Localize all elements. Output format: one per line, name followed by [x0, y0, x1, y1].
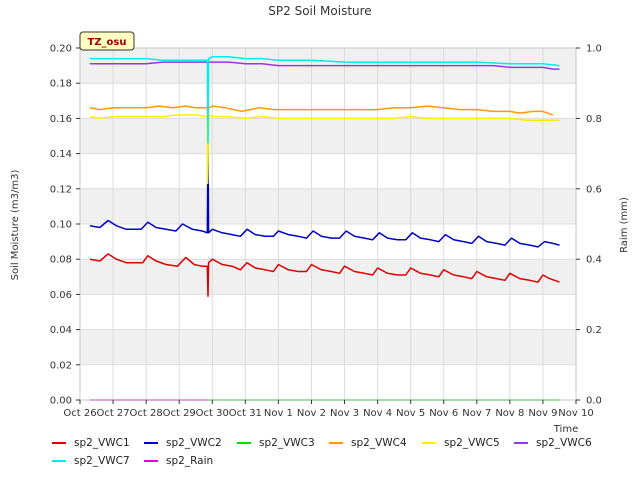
x-tick-label: Nov 3	[330, 408, 359, 419]
y-tick-label: 0.12	[50, 184, 72, 195]
x-tick-label: Nov 7	[462, 408, 491, 419]
legend-swatch	[514, 442, 528, 444]
legend-label: sp2_VWC5	[444, 437, 500, 449]
legend-item: sp2_VWC2	[144, 436, 222, 450]
legend-swatch	[144, 442, 158, 444]
background-band	[80, 259, 576, 295]
y-tick-label: 0.16	[50, 114, 72, 125]
series-line-sp2_VWC7	[89, 56, 560, 144]
background-band	[80, 118, 576, 154]
y-tick-label: 0.08	[50, 255, 72, 266]
x-tick-label: Oct 29	[163, 408, 196, 419]
x-tick-label: Nov 8	[495, 408, 524, 419]
y-axis-label: Soil Moisture (m3/m3)	[10, 170, 21, 281]
y2-axis-label: Raim (mm)	[619, 197, 630, 253]
annotation-box: TZ_osu	[79, 31, 135, 51]
x-tick-label: Oct 30	[196, 408, 229, 419]
legend-swatch	[144, 460, 158, 462]
series-line-sp2_VWC1	[89, 253, 560, 297]
x-tick-label: Nov 4	[363, 408, 392, 419]
chart-title: SP2 Soil Moisture	[268, 4, 371, 18]
y-tick-label: 0.06	[50, 290, 72, 301]
legend-swatch	[52, 460, 66, 462]
legend-label: sp2_VWC6	[536, 437, 592, 449]
legend-swatch	[52, 442, 66, 444]
legend-item: sp2_VWC5	[422, 436, 500, 450]
legend-swatch	[329, 442, 343, 444]
legend-label: sp2_VWC2	[166, 437, 222, 449]
y-tick-label: 0.20	[50, 44, 72, 55]
y-tick-label: 0.02	[50, 360, 72, 371]
legend-label: sp2_VWC4	[351, 437, 407, 449]
annotation-label: TZ_osu	[87, 37, 126, 48]
y2-tick-label: 0.6	[586, 184, 602, 195]
background-band	[80, 364, 576, 400]
y-tick-label: 0.14	[50, 149, 72, 160]
background-band	[80, 294, 576, 330]
y-tick-label: 0.18	[50, 79, 72, 90]
y2-tick-label: 0.2	[586, 325, 602, 336]
legend: sp2_VWC1 sp2_VWC2 sp2_VWC3 sp2_VWC4 sp2_VWC5…	[52, 436, 632, 476]
x-tick-label: Oct 27	[96, 408, 129, 419]
y-tick-label: 0.10	[50, 220, 72, 231]
y-axis-ticks: 0.00 0.02 0.04 0.06 0.08 0.10 0.12 0.14 0.16 0.18…	[50, 44, 80, 407]
legend-label: sp2_VWC1	[74, 437, 130, 449]
x-tick-label: Nov 10	[558, 408, 593, 419]
legend-item: sp2_VWC1	[52, 436, 130, 450]
legend-label: sp2_Rain	[166, 455, 214, 467]
plot-background-bands	[80, 48, 576, 400]
legend-label: sp2_VWC3	[259, 437, 315, 449]
x-tick-label: Nov 5	[396, 408, 425, 419]
series-line-sp2_VWC4	[89, 105, 554, 137]
legend-item: sp2_VWC3	[237, 436, 315, 450]
legend-swatch	[422, 442, 436, 444]
legend-item: sp2_VWC4	[329, 436, 407, 450]
x-tick-label: Oct 26	[63, 408, 96, 419]
legend-swatch	[237, 442, 251, 444]
x-tick-label: Nov 6	[429, 408, 458, 419]
legend-item: sp2_VWC6	[514, 436, 592, 450]
y2-tick-label: 0.0	[586, 396, 602, 407]
series-line-sp2_VWC6	[89, 61, 560, 70]
series-line-sp2_VWC2	[89, 140, 560, 248]
background-band	[80, 329, 576, 365]
x-axis-label: Time	[553, 424, 578, 435]
y2-tick-label: 0.8	[586, 114, 602, 125]
background-band	[80, 188, 576, 224]
y2-tick-label: 0.4	[586, 255, 602, 266]
x-tick-label: Oct 28	[130, 408, 163, 419]
x-tick-label: Nov 9	[528, 408, 557, 419]
y-tick-label: 0.00	[50, 396, 72, 407]
y2-tick-label: 1.0	[586, 44, 602, 55]
series-line-sp2_VWC5	[89, 114, 560, 185]
background-band	[80, 153, 576, 189]
legend-label: sp2_VWC7	[74, 455, 130, 467]
y2-axis-ticks: 0.0 0.2 0.4 0.6 0.8 1.0	[576, 44, 602, 407]
x-tick-label: Oct 31	[229, 408, 262, 419]
background-band	[80, 224, 576, 260]
x-axis-ticks: Oct 26 Oct 27 Oct 28 Oct 29 Oct 30 Oct 31 Nov …	[63, 400, 594, 419]
y-tick-label: 0.04	[50, 325, 72, 336]
background-band	[80, 83, 576, 119]
legend-item: sp2_VWC7	[52, 454, 130, 468]
x-tick-label: Nov 1	[264, 408, 293, 419]
legend-item: sp2_Rain	[144, 454, 213, 468]
x-tick-label: Nov 2	[297, 408, 326, 419]
